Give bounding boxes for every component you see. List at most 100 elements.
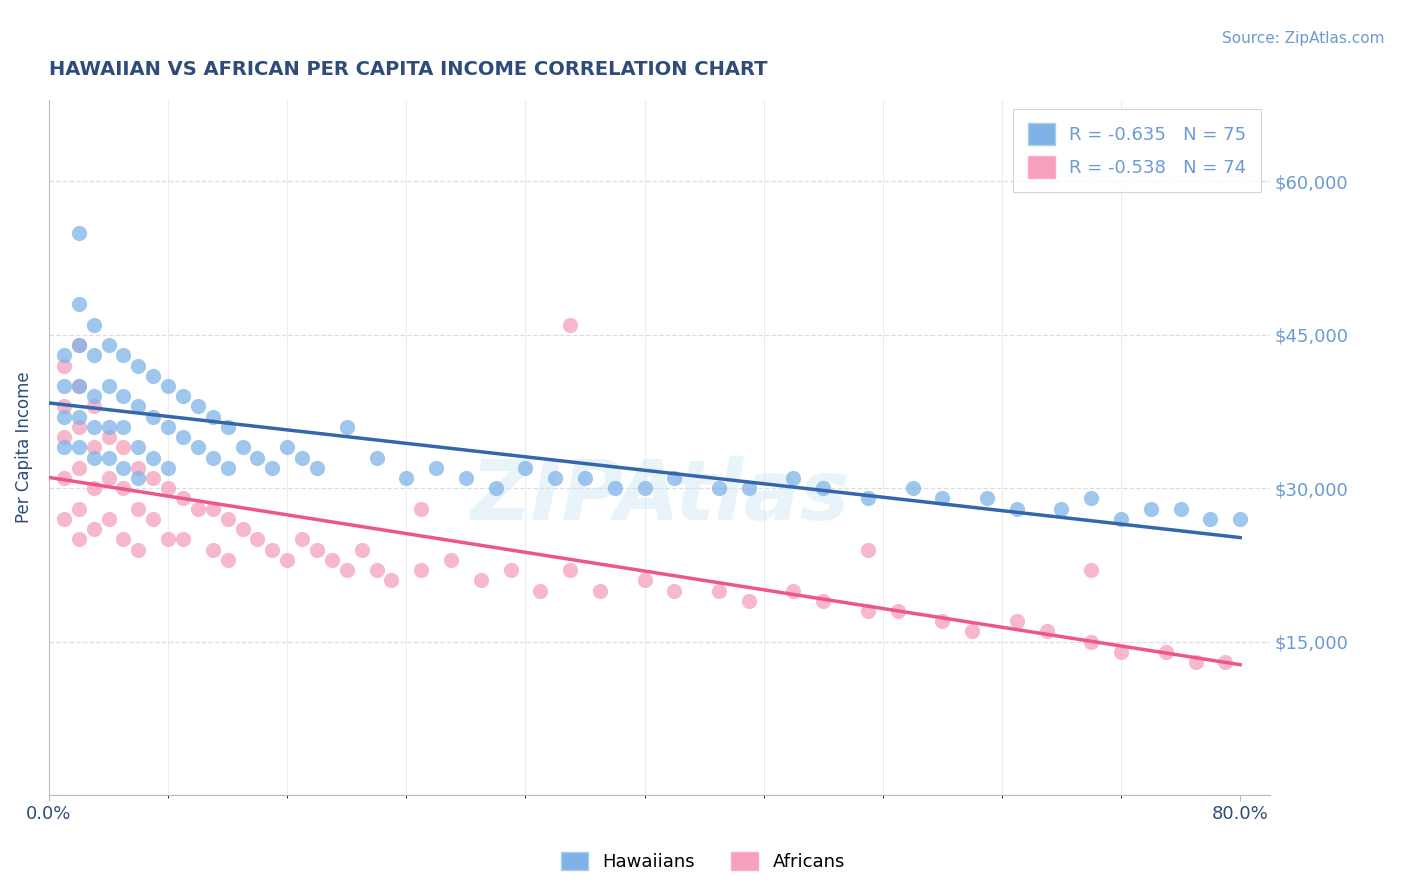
Point — [67, 297, 90, 311]
Point — [52, 348, 75, 362]
Point — [52, 400, 75, 414]
Point — [67, 379, 90, 393]
Point — [1229, 512, 1251, 526]
Point — [782, 583, 804, 598]
Point — [633, 574, 655, 588]
Point — [1109, 512, 1132, 526]
Point — [217, 553, 239, 567]
Point — [291, 450, 314, 465]
Point — [112, 440, 135, 454]
Point — [157, 481, 180, 495]
Point — [112, 481, 135, 495]
Point — [321, 553, 343, 567]
Point — [112, 460, 135, 475]
Point — [664, 583, 686, 598]
Point — [707, 583, 730, 598]
Point — [172, 533, 194, 547]
Point — [276, 553, 298, 567]
Legend: R = -0.635   N = 75, R = -0.538   N = 74: R = -0.635 N = 75, R = -0.538 N = 74 — [1014, 109, 1261, 193]
Point — [187, 440, 209, 454]
Legend: Hawaiians, Africans: Hawaiians, Africans — [554, 845, 852, 879]
Point — [83, 420, 105, 434]
Point — [127, 501, 149, 516]
Point — [901, 481, 924, 495]
Point — [97, 420, 120, 434]
Point — [574, 471, 596, 485]
Point — [97, 471, 120, 485]
Point — [232, 522, 254, 536]
Point — [1050, 501, 1073, 516]
Point — [782, 471, 804, 485]
Point — [112, 348, 135, 362]
Point — [142, 409, 165, 424]
Point — [515, 460, 537, 475]
Point — [127, 542, 149, 557]
Point — [201, 542, 224, 557]
Point — [485, 481, 508, 495]
Point — [157, 420, 180, 434]
Point — [813, 481, 835, 495]
Point — [172, 491, 194, 506]
Point — [157, 379, 180, 393]
Point — [499, 563, 522, 577]
Point — [83, 389, 105, 403]
Point — [1170, 501, 1192, 516]
Point — [52, 409, 75, 424]
Point — [97, 430, 120, 444]
Point — [232, 440, 254, 454]
Point — [83, 318, 105, 332]
Point — [127, 440, 149, 454]
Point — [1005, 501, 1028, 516]
Point — [52, 430, 75, 444]
Point — [1213, 655, 1236, 669]
Point — [336, 563, 359, 577]
Point — [52, 359, 75, 373]
Point — [52, 512, 75, 526]
Point — [1035, 624, 1057, 639]
Point — [960, 624, 983, 639]
Point — [67, 338, 90, 352]
Point — [52, 379, 75, 393]
Text: Source: ZipAtlas.com: Source: ZipAtlas.com — [1222, 31, 1385, 46]
Point — [976, 491, 998, 506]
Point — [350, 542, 373, 557]
Point — [217, 512, 239, 526]
Point — [67, 226, 90, 240]
Point — [529, 583, 551, 598]
Point — [1080, 563, 1102, 577]
Point — [291, 533, 314, 547]
Point — [738, 481, 761, 495]
Point — [366, 563, 388, 577]
Point — [52, 471, 75, 485]
Point — [97, 512, 120, 526]
Point — [67, 338, 90, 352]
Point — [633, 481, 655, 495]
Point — [127, 471, 149, 485]
Point — [411, 563, 433, 577]
Point — [246, 450, 269, 465]
Point — [1080, 634, 1102, 648]
Point — [440, 553, 463, 567]
Point — [201, 450, 224, 465]
Point — [454, 471, 477, 485]
Point — [366, 450, 388, 465]
Point — [589, 583, 612, 598]
Point — [217, 460, 239, 475]
Point — [112, 420, 135, 434]
Point — [67, 379, 90, 393]
Point — [738, 593, 761, 607]
Point — [262, 460, 284, 475]
Point — [172, 389, 194, 403]
Point — [67, 533, 90, 547]
Point — [157, 460, 180, 475]
Point — [856, 542, 879, 557]
Point — [395, 471, 418, 485]
Point — [276, 440, 298, 454]
Point — [856, 491, 879, 506]
Point — [1109, 645, 1132, 659]
Point — [142, 450, 165, 465]
Point — [262, 542, 284, 557]
Point — [127, 460, 149, 475]
Point — [187, 400, 209, 414]
Y-axis label: Per Capita Income: Per Capita Income — [15, 372, 32, 523]
